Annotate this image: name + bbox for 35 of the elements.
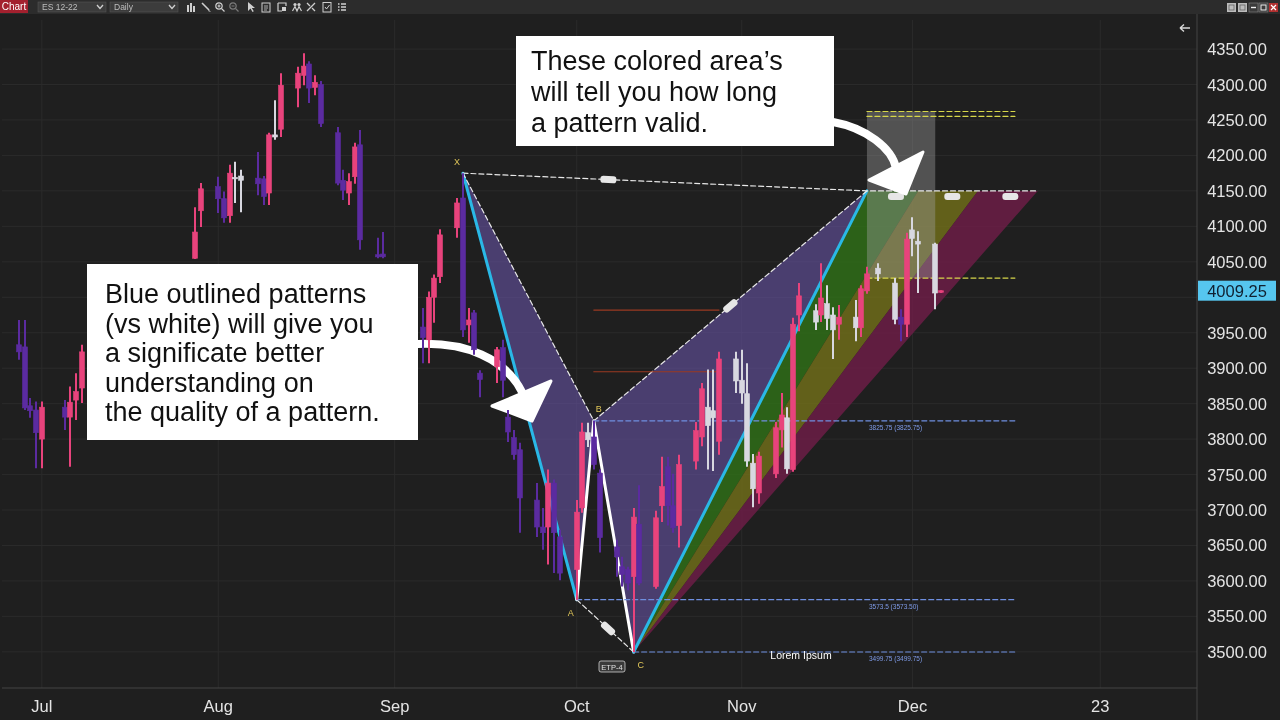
text: 4009.25: [1207, 281, 1267, 300]
x-tick-label: Nov: [727, 697, 758, 715]
x-tick-label: Oct: [563, 697, 590, 715]
text: Chart: [1, 1, 27, 12]
y-tick-label: 3600.00: [1207, 571, 1267, 590]
y-tick-label: 3550.00: [1207, 607, 1267, 626]
x-tick-label: Jul: [31, 697, 53, 715]
annotation: B: [595, 403, 602, 414]
y-tick-label: 3500.00: [1207, 642, 1267, 661]
annotation: A: [567, 607, 574, 618]
annotation: Blue outlined patterns (vs white) will give you a significate better understanding on the quality of a pattern.: [105, 279, 380, 428]
y-tick-label: 3700.00: [1207, 501, 1267, 520]
y-tick-label: 3850.00: [1207, 394, 1267, 413]
x-tick-label: Aug: [203, 697, 233, 715]
x-tick-label: Dec: [897, 697, 928, 715]
y-tick-label: 3650.00: [1207, 536, 1267, 555]
annotation: X: [453, 157, 460, 168]
y-tick-label: 4250.00: [1207, 110, 1267, 129]
y-tick-label: 3900.00: [1207, 359, 1267, 378]
y-tick-label: 4300.00: [1207, 75, 1267, 94]
annotation: These colored area’s will tell you how long a pattern valid.: [530, 46, 783, 138]
y-tick-label: 4050.00: [1207, 252, 1267, 271]
y-tick-label: 4150.00: [1207, 181, 1267, 200]
annotation: Lorem Ipsum: [770, 649, 832, 661]
y-tick-label: 4350.00: [1207, 40, 1267, 59]
x-tick-label: 23: [1091, 697, 1110, 715]
y-tick-label: 3800.00: [1207, 430, 1267, 449]
annotation: C: [637, 660, 645, 671]
y-tick-label: 3750.00: [1207, 465, 1267, 484]
x-tick-label: Sep: [379, 697, 410, 715]
y-tick-label: 3950.00: [1207, 323, 1267, 342]
y-tick-label: 4200.00: [1207, 146, 1267, 165]
y-tick-label: 4100.00: [1207, 217, 1267, 236]
text: Daily: [114, 2, 134, 12]
text: ES 12-22: [42, 2, 78, 12]
